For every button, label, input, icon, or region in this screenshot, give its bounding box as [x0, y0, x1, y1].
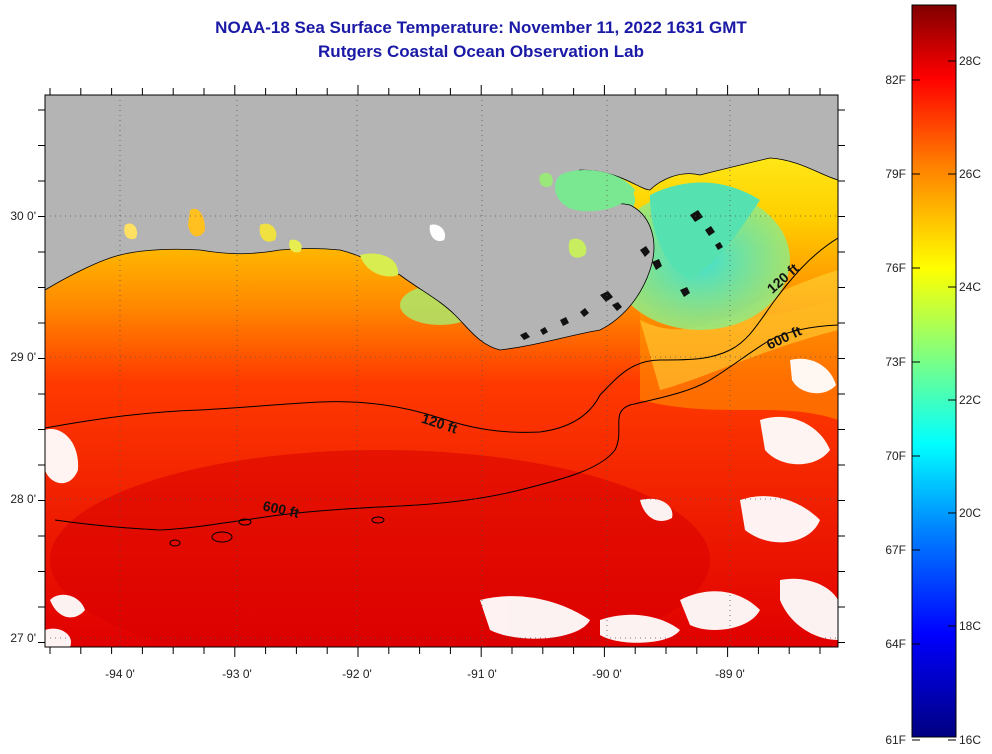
- colorbar-f-label: 73F: [885, 355, 906, 369]
- colorbar-f-label: 61F: [885, 733, 906, 747]
- cloud-patches: [45, 358, 838, 647]
- longitude-label: -91 0': [467, 667, 497, 681]
- isobath-600ft: [54, 324, 838, 531]
- longitude-label: -92 0': [342, 667, 372, 681]
- latitude-label: 28 0': [10, 492, 36, 506]
- small-lake: [539, 173, 553, 187]
- latitude-labels: 30 0' 29 0' 28 0' 27 0': [10, 209, 36, 645]
- latitude-label: 29 0': [10, 350, 36, 364]
- longitude-labels: -94 0' -93 0' -92 0' -91 0' -90 0' -89 0': [105, 667, 745, 681]
- axis-ticks: [38, 85, 845, 657]
- colorbar-f-label: 70F: [885, 449, 906, 463]
- colorbar-f-label: 64F: [885, 637, 906, 651]
- colorbar-f-label: 76F: [885, 261, 906, 275]
- map-frame: [44, 94, 839, 648]
- longitude-label: -89 0': [715, 667, 745, 681]
- latitude-label: 30 0': [10, 209, 36, 223]
- inland-water: [259, 223, 277, 242]
- colorbar-c-label: 22C: [959, 393, 982, 407]
- nearshore-cool: [640, 270, 838, 390]
- colorbar: [911, 4, 957, 738]
- graticule: [45, 95, 838, 647]
- lake-pontchartrain: [555, 170, 635, 212]
- colorbar-f-label: 79F: [885, 167, 906, 181]
- colorbar-c-label: 24C: [959, 280, 982, 294]
- colorbar-c-label: 28C: [959, 54, 982, 68]
- longitude-label: -93 0': [222, 667, 252, 681]
- colorbar-c-label: 20C: [959, 506, 982, 520]
- inland-water: [289, 239, 302, 253]
- land-mass: [45, 95, 838, 351]
- small-lake: [568, 238, 587, 258]
- colorbar-c-label: 18C: [959, 619, 982, 633]
- isobath-label: 600 ft: [261, 497, 300, 520]
- inland-water: [124, 223, 138, 240]
- colorbar-c-label: 16C: [959, 733, 982, 747]
- colorbar-ticks: [912, 60, 956, 741]
- inland-cloud: [429, 224, 446, 242]
- latitude-label: 27 0': [10, 631, 36, 645]
- isobath-120ft: [45, 237, 838, 433]
- chart-title: NOAA-18 Sea Surface Temperature: Novembe…: [215, 18, 747, 37]
- colorbar-f-label: 82F: [885, 73, 906, 87]
- longitude-label: -90 0': [592, 667, 622, 681]
- delta-interior-water: [650, 182, 760, 280]
- inland-water: [360, 253, 399, 277]
- chart-subtitle: Rutgers Coastal Ocean Observation Lab: [318, 42, 644, 61]
- colorbar-c-label: 26C: [959, 167, 982, 181]
- longitude-label: -94 0': [105, 667, 135, 681]
- colorbar-f-label: 67F: [885, 543, 906, 557]
- isobath-loops: [169, 516, 385, 547]
- marsh-fragments: [520, 210, 723, 340]
